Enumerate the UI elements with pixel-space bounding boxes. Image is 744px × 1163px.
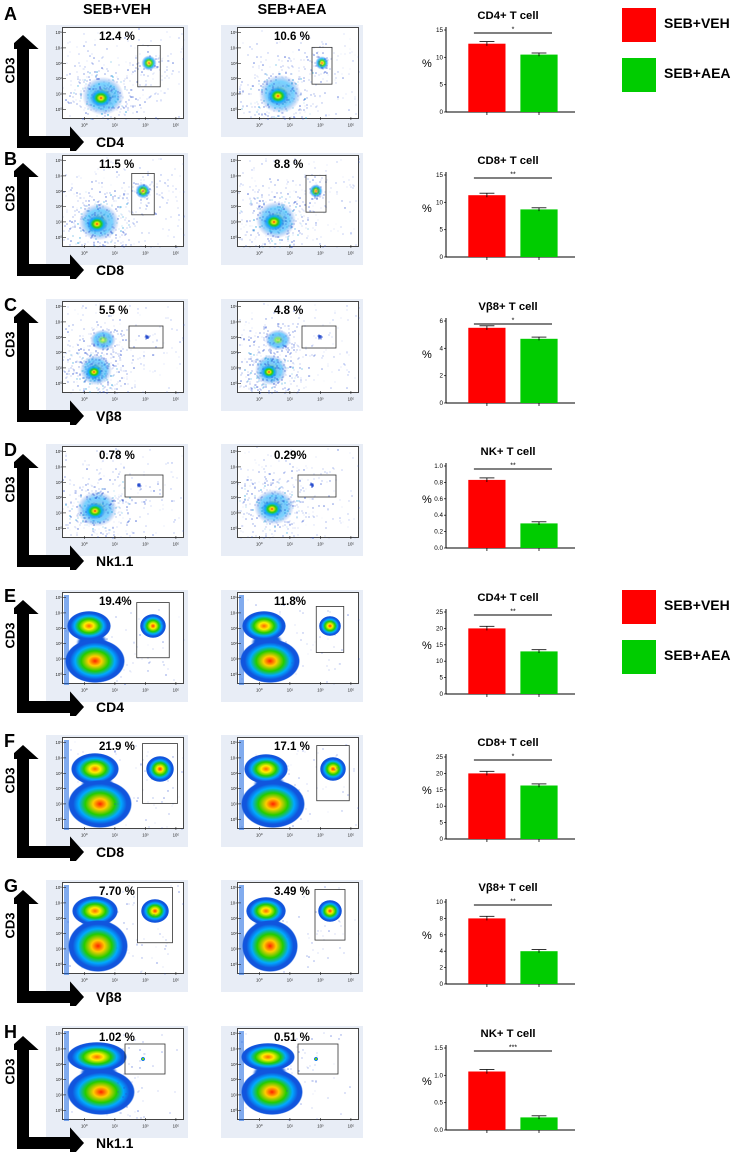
svg-text:10¹: 10¹ [112,251,119,256]
svg-text:%: % [422,58,432,70]
svg-text:10⁵: 10⁵ [173,251,180,256]
svg-text:10¹: 10¹ [112,542,119,547]
svg-text:10: 10 [436,54,444,61]
svg-text:10⁵: 10⁵ [348,396,355,401]
svg-text:10⁵: 10⁵ [348,123,355,128]
svg-text:10³: 10³ [142,123,149,128]
svg-text:10¹: 10¹ [231,220,238,225]
svg-text:10³: 10³ [231,189,238,194]
svg-text:10¹: 10¹ [287,123,294,128]
svg-text:10³: 10³ [231,335,238,340]
svg-text:10³: 10³ [142,251,149,256]
svg-text:10³: 10³ [142,396,149,401]
svg-text:10¹: 10¹ [231,365,238,370]
svg-text:10⁴: 10⁴ [230,45,237,50]
svg-text:10⁵: 10⁵ [348,251,355,256]
svg-text:10³: 10³ [317,123,324,128]
svg-text:Vβ8+ T cell: Vβ8+ T cell [478,301,537,313]
svg-text:10³: 10³ [317,396,324,401]
svg-text:10³: 10³ [317,251,324,256]
svg-text:10⁵: 10⁵ [230,304,237,309]
svg-text:10²: 10² [231,76,238,81]
svg-text:4: 4 [439,345,443,352]
svg-text:10⁰: 10⁰ [256,251,263,256]
svg-text:10²: 10² [231,204,238,209]
svg-text:10⁰: 10⁰ [230,381,237,386]
svg-text:10¹: 10¹ [287,251,294,256]
svg-text:10³: 10³ [231,61,238,66]
svg-text:CD4+ T cell: CD4+ T cell [477,10,538,22]
svg-text:10: 10 [436,200,444,207]
svg-text:10⁴: 10⁴ [230,319,237,324]
svg-text:*: * [512,317,515,324]
svg-text:10¹: 10¹ [112,123,119,128]
svg-text:10⁰: 10⁰ [256,123,263,128]
svg-text:10⁵: 10⁵ [173,542,180,547]
svg-text:%: % [422,349,432,361]
svg-text:10⁵: 10⁵ [173,396,180,401]
svg-text:10¹: 10¹ [287,396,294,401]
svg-text:**: ** [510,172,516,179]
svg-text:5: 5 [439,82,443,89]
svg-text:0: 0 [439,109,443,116]
svg-text:10²: 10² [231,350,238,355]
svg-text:15: 15 [436,27,444,34]
svg-text:15: 15 [436,172,444,179]
svg-text:10⁵: 10⁵ [173,123,180,128]
svg-text:5: 5 [439,227,443,234]
svg-text:10⁴: 10⁴ [230,174,237,179]
svg-text:10⁰: 10⁰ [230,235,237,240]
svg-text:2: 2 [439,372,443,379]
svg-text:10⁵: 10⁵ [230,30,237,35]
svg-text:10⁵: 10⁵ [230,158,237,163]
svg-text:10⁰: 10⁰ [256,396,263,401]
svg-text:CD8+ T cell: CD8+ T cell [477,155,538,167]
svg-text:6: 6 [439,318,443,325]
svg-text:0: 0 [439,254,443,261]
svg-text:10¹: 10¹ [112,396,119,401]
svg-text:10⁰: 10⁰ [230,107,237,112]
svg-text:0: 0 [439,400,443,407]
svg-text:*: * [512,27,515,34]
svg-text:10³: 10³ [142,542,149,547]
svg-text:10¹: 10¹ [231,91,238,96]
svg-text:%: % [422,203,432,215]
